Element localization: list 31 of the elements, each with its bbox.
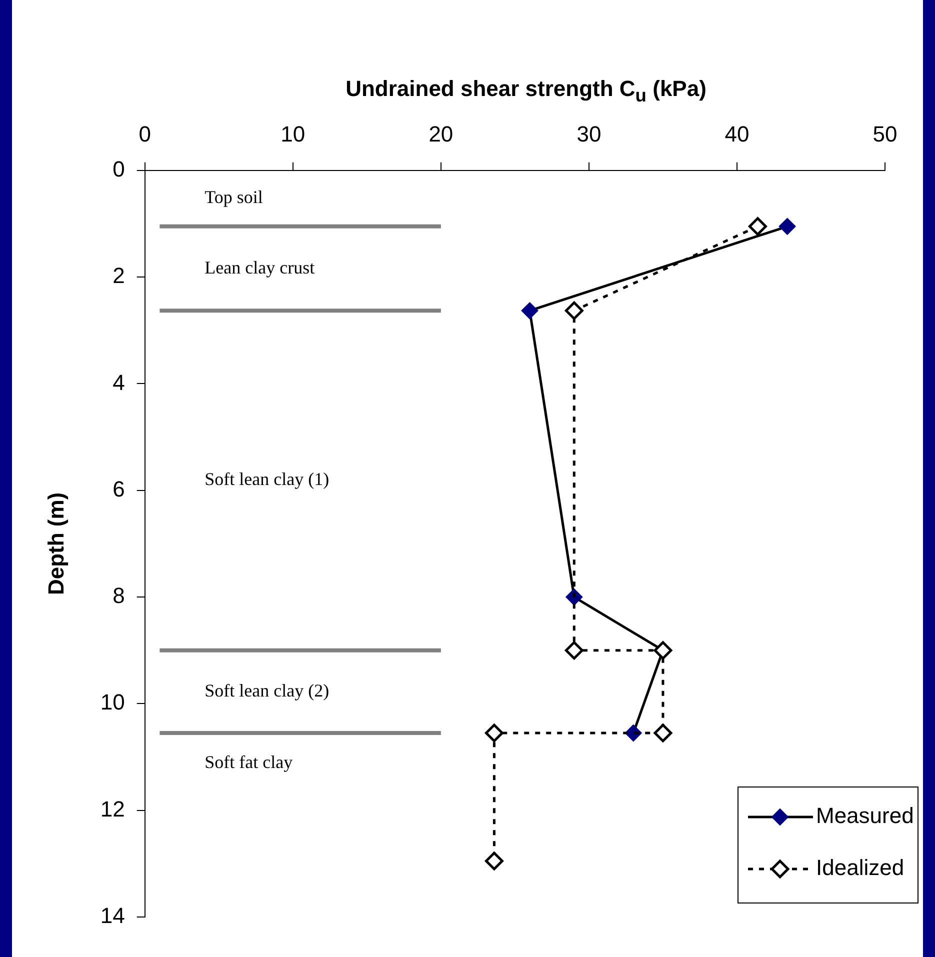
y-tick-label: 8 [112,583,125,608]
x-axis-title: Undrained shear strength C$_{u}$ (kPa) [344,76,708,106]
y-tick-label: 2 [112,263,125,288]
point [484,852,504,870]
x-tick-label: 30 [576,121,602,146]
y-tick-label: 14 [100,903,125,928]
x-tick-label: 50 [872,121,898,146]
point [484,724,504,742]
point [748,217,767,236]
y-tick-label: 4 [112,370,125,395]
annotation: Soft lean clay (2) [204,680,330,700]
legend-label: Idealized [816,855,904,880]
annotation: Soft fat clay [204,752,293,772]
point [521,302,538,320]
y-tick-label: 12 [100,796,125,822]
y-tick-label: 6 [112,476,125,502]
annotation: Soft lean clay (1) [204,469,330,490]
y-tick-label: 10 [100,690,125,715]
x-tick-label: 40 [724,121,750,146]
point [778,218,796,235]
x-tick-label: 20 [428,121,454,146]
y-axis-title: Depth (m) [43,492,68,596]
x-tick-label: 0 [138,121,151,146]
point [564,641,584,660]
annotation: Lean clay crust [204,257,315,278]
legend-label: Measured [816,803,914,828]
point [564,301,584,320]
x-tick-label: 10 [280,121,306,146]
annotation: Top soil [204,187,263,208]
y-tick-label: 0 [112,156,125,182]
point [654,724,672,742]
